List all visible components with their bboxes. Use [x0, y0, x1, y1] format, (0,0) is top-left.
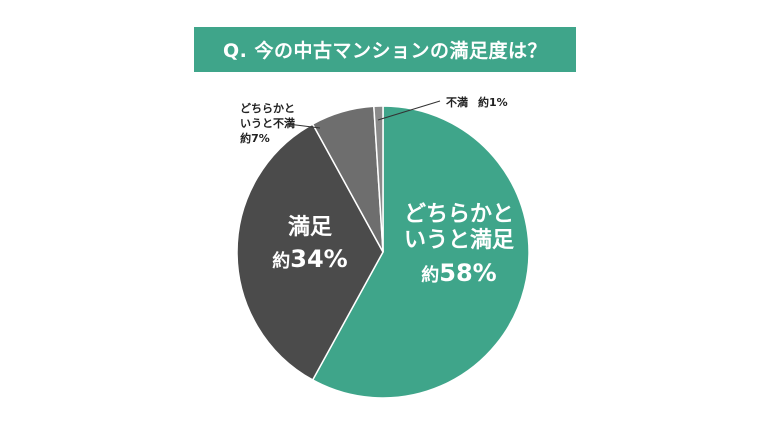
slice-value-somewhat-dissatisfied: 約7%: [240, 131, 270, 145]
slice-label-somewhat-satisfied: どちらかと いうと満足 約58%: [395, 202, 523, 288]
chart-title: Q. 今の中古マンションの満足度は？: [223, 40, 547, 62]
pie-slice-satisfied: [236, 123, 384, 381]
slice-label-somewhat-satisfied-line1: どちらかと: [403, 202, 514, 227]
slice-value-dissatisfied: 約1%: [478, 96, 508, 109]
slice-label-somewhat-satisfied-line2: いうと満足: [403, 228, 514, 254]
title-background: [194, 27, 576, 72]
slice-label-somewhat-dissatisfied: どちらかと いうと不満 約7%: [215, 102, 295, 147]
slice-label-somewhat-dissatisfied-line2: いうと不満: [240, 116, 295, 130]
pie-slice-somewhat-satisfied: [311, 105, 530, 399]
slice-value-somewhat-satisfied: 約58%: [421, 258, 497, 287]
slice-label-somewhat-dissatisfied-line1: どちらかと: [240, 102, 295, 115]
slice-label-satisfied-name: 満足: [287, 215, 332, 240]
slice-label-dissatisfied-name: 不満: [446, 96, 468, 109]
leader-line-somewhat-dissatisfied: [287, 123, 321, 129]
slice-label-dissatisfied: 不満 約1%: [446, 96, 508, 111]
pie-slice-dissatisfied: [373, 105, 384, 253]
slice-value-satisfied: 約34%: [272, 245, 348, 274]
slice-label-satisfied: 満足 約34%: [265, 215, 355, 274]
leader-line-dissatisfied: [377, 100, 441, 121]
